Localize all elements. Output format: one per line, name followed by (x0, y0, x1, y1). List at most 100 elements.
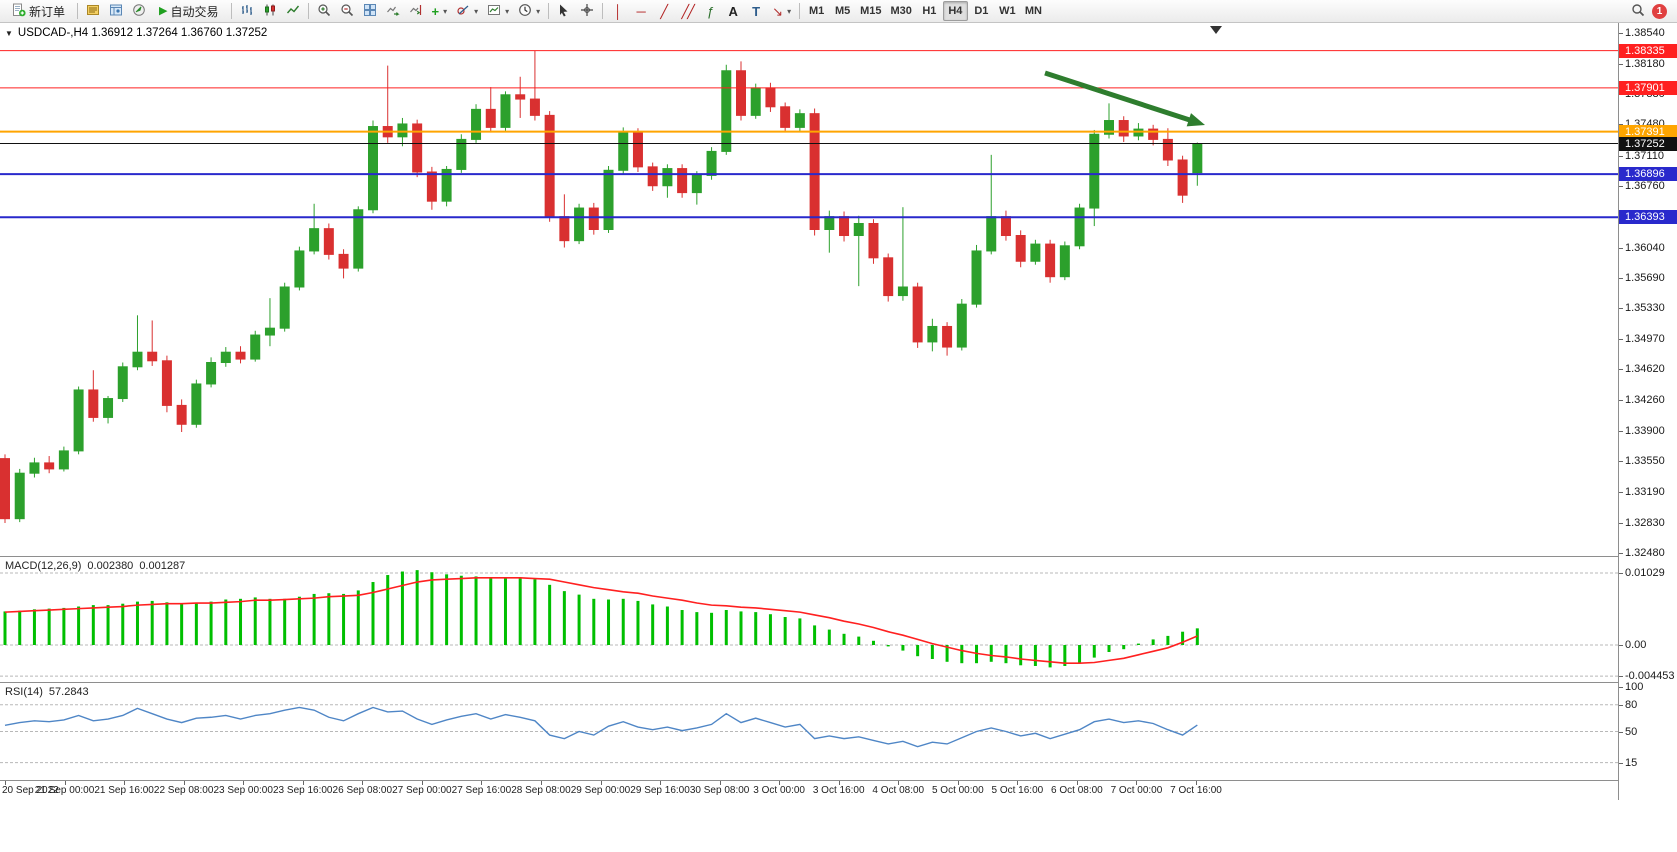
price-tick-mark (1619, 123, 1623, 125)
search-button[interactable] (1627, 1, 1649, 21)
zoom-in-button[interactable] (313, 1, 335, 21)
horizontal-line-button[interactable]: ─ (630, 1, 652, 21)
equidistant-channel-icon: ╱╱ (681, 3, 695, 19)
candlesticks (0, 50, 1203, 523)
chart-ohlc-label: ▼ USDCAD-,H4 1.36912 1.37264 1.36760 1.3… (5, 27, 267, 39)
time-label: 7 Oct 16:00 (1170, 785, 1222, 796)
label-button[interactable]: T (745, 1, 767, 21)
time-tick-mark (362, 781, 364, 785)
price-tick-label: 1.32480 (1625, 547, 1665, 559)
text-icon: A (728, 3, 738, 19)
time-label: 21 Sep 16:00 (94, 785, 154, 796)
macd-panel-canvas[interactable] (0, 557, 1618, 682)
time-tick-mark (600, 781, 602, 785)
objects-icon (456, 3, 470, 20)
rsi-line (4, 706, 1198, 748)
timeframe-m5-button[interactable]: M5 (830, 1, 855, 21)
data-window-button[interactable] (105, 1, 127, 21)
notification-badge[interactable]: 1 (1652, 3, 1667, 19)
time-label: 5 Oct 16:00 (991, 785, 1044, 796)
price-tick-label: 1.35690 (1625, 271, 1665, 284)
time-tick-mark (779, 781, 781, 785)
trendline-button[interactable]: ╱ (653, 1, 675, 21)
one-click-trading-toggle[interactable]: ▼ (5, 28, 13, 38)
timeframe-d1-button[interactable]: D1 (969, 1, 994, 21)
price-tick-mark (1619, 155, 1623, 157)
templates-button[interactable]: ▾ (483, 1, 513, 21)
navigator-icon (132, 3, 146, 20)
symbol-ohlc-text: USDCAD-,H4 1.36912 1.37264 1.36760 1.372… (17, 27, 268, 39)
horizontal-line-icon: ─ (636, 3, 646, 19)
time-tick-mark (243, 781, 245, 785)
arrows-button[interactable]: ↘ ▾ (768, 1, 795, 21)
price-axis[interactable]: 1.385401.381801.378301.374801.371101.367… (1618, 23, 1677, 800)
timeframe-mn-button[interactable]: MN (1021, 1, 1046, 21)
macd-label: MACD(12,26,9) 0.002380 0.001287 (5, 560, 185, 572)
bar-chart-button[interactable] (236, 1, 258, 21)
toolbar-separator (307, 3, 309, 19)
rsi-panel-canvas[interactable] (0, 683, 1618, 780)
rsi-tick-mark (1619, 731, 1623, 733)
price-badge: 1.37391 (1619, 124, 1677, 139)
chevron-down-icon: ▾ (474, 6, 479, 16)
panel-separator (0, 780, 1677, 781)
macd-tick-mark (1619, 645, 1623, 646)
periods-button[interactable]: ▾ (514, 1, 544, 21)
timeframe-h1-button[interactable]: H1 (917, 1, 942, 21)
time-tick-mark (1076, 781, 1078, 785)
time-tick-mark (1017, 781, 1019, 785)
timeframe-m15-button[interactable]: M15 (856, 1, 885, 21)
timeframe-w1-button[interactable]: W1 (995, 1, 1020, 21)
fibonacci-icon: ƒ (706, 3, 714, 19)
candlestick-chart-button[interactable] (259, 1, 281, 21)
tile-windows-icon (363, 3, 377, 20)
line-chart-button[interactable] (282, 1, 304, 21)
chevron-down-icon: ▾ (505, 6, 510, 16)
time-label: 28 Sep 08:00 (511, 785, 571, 796)
panel-separator[interactable] (0, 556, 1677, 557)
navigator-button[interactable] (128, 1, 150, 21)
panel-separator[interactable] (0, 682, 1677, 683)
timeframe-m30-button[interactable]: M30 (886, 1, 915, 21)
macd-value-signal: 0.001287 (139, 560, 186, 572)
price-tick-label: 1.34260 (1625, 394, 1665, 407)
auto-trading-button[interactable]: ▶ 自动交易 (151, 1, 226, 21)
crosshair-button[interactable] (576, 1, 598, 21)
equidistant-channel-button[interactable]: ╱╱ (676, 1, 698, 21)
chart-shift-marker[interactable] (1210, 26, 1222, 34)
chart-shift-button[interactable] (405, 1, 427, 21)
cursor-button[interactable] (553, 1, 575, 21)
auto-scroll-button[interactable] (382, 1, 404, 21)
rsi-axis-label: 15 (1625, 756, 1638, 769)
price-tick-mark (1619, 308, 1623, 310)
vertical-line-button[interactable]: │ (607, 1, 629, 21)
time-label: 3 Oct 00:00 (753, 785, 805, 796)
new-order-button[interactable]: 新订单 (4, 1, 73, 21)
fibonacci-button[interactable]: ƒ (699, 1, 721, 21)
time-axis[interactable]: 20 Sep 2022 21 Sep 00:00 21 Sep 16:00 22 Se… (0, 781, 1618, 800)
objects-button[interactable]: ▾ (452, 1, 482, 21)
zoom-out-icon (340, 3, 354, 20)
rsi-name: RSI(14) (5, 686, 43, 698)
rsi-axis-label: 80 (1625, 698, 1638, 711)
trend-arrow-head[interactable] (1186, 113, 1205, 127)
rsi-tick-mark (1619, 687, 1623, 688)
indicators-button[interactable]: + ▾ (428, 1, 452, 21)
zoom-out-button[interactable] (336, 1, 358, 21)
zoom-in-icon (317, 3, 331, 20)
text-button[interactable]: A (722, 1, 744, 21)
toolbar-separator (230, 3, 232, 19)
price-tick-mark (1619, 369, 1623, 371)
main-chart-canvas[interactable] (0, 23, 1618, 556)
price-tick-mark (1619, 185, 1623, 187)
tile-windows-button[interactable] (359, 1, 381, 21)
bar-chart-icon (240, 3, 254, 20)
time-label: 29 Sep 00:00 (570, 785, 631, 796)
macd-value-main: 0.002380 (87, 560, 134, 572)
time-label: 26 Sep 08:00 (332, 785, 393, 796)
timeframe-m1-button[interactable]: M1 (804, 1, 829, 21)
price-tick-mark (1619, 553, 1623, 554)
market-watch-button[interactable] (82, 1, 104, 21)
timeframe-h4-button[interactable]: H4 (942, 1, 968, 21)
trend-arrow-annotation[interactable] (1044, 70, 1197, 125)
